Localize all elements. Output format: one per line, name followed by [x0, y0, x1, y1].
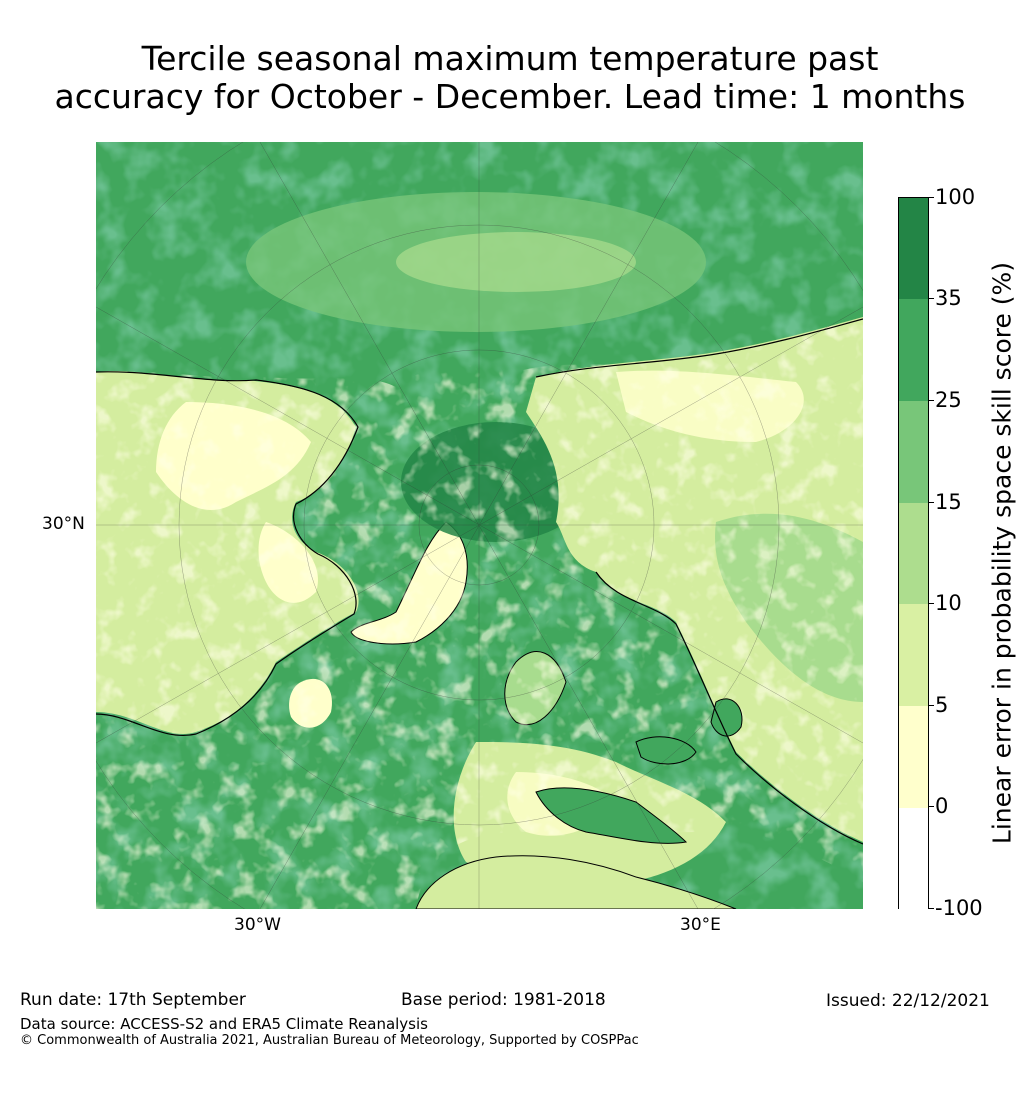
title-line-2: accuracy for October - December. Lead ti…	[54, 77, 966, 116]
cb-tickmark	[929, 908, 934, 909]
issued-date: Issued: 22/12/2021	[826, 991, 990, 1011]
lon-label-30w: 30°W	[234, 915, 281, 935]
colorbar-seg-neg100-0	[899, 808, 928, 910]
pacific-light	[396, 232, 636, 292]
colorbar-seg-5-10	[899, 604, 928, 706]
cb-tick-label: 10	[935, 591, 962, 615]
cb-tickmark	[929, 400, 934, 401]
colorbar-seg-0-5	[899, 706, 928, 808]
lon-label-30e: 30°E	[680, 915, 721, 935]
cb-tick-label: 35	[935, 286, 962, 310]
colorbar	[898, 197, 929, 910]
data-source: Data source: ACCESS-S2 and ERA5 Climate …	[20, 1015, 428, 1033]
lat-label-30n: 30°N	[42, 514, 85, 534]
title-line-1: Tercile seasonal maximum temperature pas…	[141, 39, 879, 78]
copyright: © Commonwealth of Australia 2021, Austra…	[20, 1033, 639, 1048]
polar-map	[96, 142, 863, 909]
cb-tick-label: 25	[935, 388, 962, 412]
cb-tickmark	[929, 197, 934, 198]
cb-tickmark	[929, 298, 934, 299]
colorbar-label: Linear error in probability space skill …	[987, 261, 1017, 845]
mediterranean-sea	[535, 787, 688, 844]
cb-tick-label: -100	[935, 896, 983, 920]
run-date: Run date: 17th September	[20, 990, 246, 1010]
base-period: Base period: 1981-2018	[401, 990, 606, 1010]
chart-title: Tercile seasonal maximum temperature pas…	[0, 40, 1020, 116]
colorbar-seg-25-35	[899, 299, 928, 401]
cb-tick-label: 5	[935, 693, 949, 717]
cb-tickmark	[929, 705, 934, 706]
land-pale-noise	[96, 317, 863, 909]
coastline-americas	[96, 371, 359, 736]
north-africa	[415, 855, 737, 909]
map-canvas	[96, 142, 863, 909]
black-sea	[635, 736, 697, 765]
cb-tickmark	[929, 806, 934, 807]
cb-tick-label: 15	[935, 490, 962, 514]
colorbar-seg-35-100	[899, 198, 928, 299]
coastline-eurasia	[535, 318, 863, 845]
cb-tick-label: 100	[935, 185, 976, 209]
cb-tickmark	[929, 603, 934, 604]
colorbar-seg-15-25	[899, 401, 928, 503]
graticule	[96, 142, 863, 909]
caspian-sea	[710, 698, 743, 737]
cb-tickmark	[929, 502, 934, 503]
cb-tick-label: 0	[935, 794, 949, 818]
colorbar-seg-10-15	[899, 503, 928, 604]
